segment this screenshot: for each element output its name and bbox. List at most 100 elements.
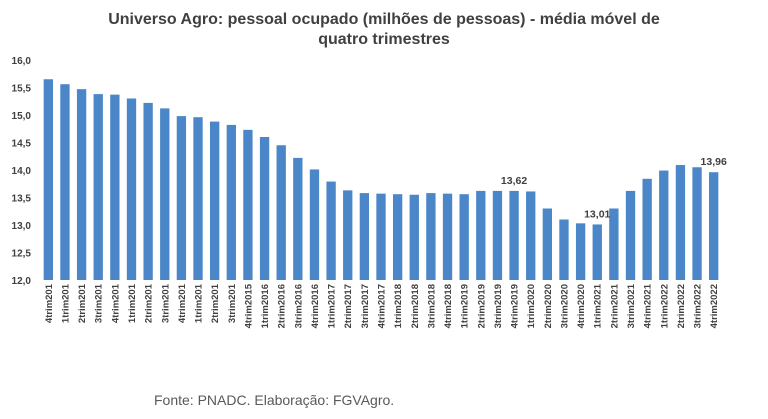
bar [675,165,686,280]
bar [243,129,253,280]
data-label: 13,01 [584,208,610,220]
bar [509,190,519,280]
x-tick-label: 4trim2018 [443,284,454,328]
data-label: 13,62 [501,175,527,187]
bar [492,190,503,280]
bar [592,224,602,280]
bar [143,102,153,281]
x-tick-label: 1trim2022 [659,284,670,328]
bar [93,94,103,280]
data-labels-group: 13,62 13,01 13,96 [501,156,727,220]
bar [526,191,536,280]
x-tick-label: 2trim2019 [476,284,487,328]
bar [293,157,303,280]
x-tick-label: 3trim2022 [693,284,704,328]
bar [210,121,220,280]
y-tick-label: 12,5 [12,249,32,260]
bar [176,116,187,280]
bar [160,108,170,281]
bar [43,79,53,280]
x-tick-label: 3trim2018 [426,284,437,328]
x-tick-label: 1trim2021 [593,283,604,328]
x-tick-label: 2trim2017 [343,284,354,328]
x-tick-label: 2trim201 [144,283,155,323]
bar-chart: 12,0 12,5 13,0 13,5 14,0 14,5 15,0 15,5 16,0 4tr… [12,56,727,328]
x-tick-label: 4trim2022 [709,284,720,328]
bars-group [43,79,719,281]
y-tick-label: 13,5 [12,194,32,205]
bar [226,124,236,281]
x-tick-label: 4trim201 [177,283,188,323]
x-tick-label: 2trim2018 [410,284,421,328]
x-tick-label: 1trim2019 [460,284,471,328]
x-tick-label: 1trim201 [194,283,205,323]
x-tick-label: 3trim2017 [360,284,371,328]
x-tick-label: 4trim2017 [377,284,388,328]
x-tick-label: 3trim2019 [493,284,504,328]
bar [692,167,702,280]
x-tick-label: 4trim2020 [576,284,587,328]
bar [659,170,669,280]
bar [359,193,370,280]
bar [126,98,137,280]
x-tick-label: 4trim2015 [243,283,254,328]
x-tick-label: 3trim201 [94,283,105,323]
bar [60,84,70,280]
x-tick-label: 4trim201 [44,283,55,323]
bar [376,193,386,280]
y-tick-label: 14,0 [12,166,32,177]
x-tick-label: 3trim2016 [293,284,304,328]
x-tick-label: 2trim2020 [543,284,554,328]
bar [609,208,619,280]
bar [476,190,486,280]
x-tick-label: 3trim201 [160,283,171,323]
chart-title-line-2: quatro trimestres [318,31,450,48]
data-label: 13,96 [701,156,727,168]
x-tick-label: 4trim2021 [643,283,654,328]
x-tick-label: 1trim2020 [526,284,537,328]
x-tick-label: 2trim2021 [609,283,620,328]
y-tick-label: 15,0 [12,111,32,122]
y-tick-label: 12,0 [12,276,32,287]
source-note: Fonte: PNADC. Elaboração: FGVAgro. [154,392,395,408]
x-tick-label: 2trim2016 [277,284,288,328]
bar [559,219,569,280]
bar [326,181,336,280]
x-tick-label: 2trim201 [77,283,88,323]
x-tick-label: 3trim201 [227,283,238,323]
bar [276,145,286,280]
bar [193,117,203,280]
bar [642,178,652,280]
y-tick-label: 15,5 [12,84,32,95]
x-tick-label: 1trim201 [127,283,138,323]
bar [343,190,353,280]
y-axis: 12,0 12,5 13,0 13,5 14,0 14,5 15,0 15,5 16,0 [12,56,32,287]
bar [442,193,453,280]
bar [426,193,436,280]
x-tick-label: 3trim2020 [559,284,570,328]
bar [309,169,320,280]
x-tick-label: 1trim201 [60,283,71,323]
x-tick-label: 4trim201 [110,283,121,323]
x-tick-label: 3trim2021 [626,283,637,328]
bar [392,194,403,280]
bar [625,190,636,280]
x-tick-label: 4trim2019 [510,284,521,328]
x-tick-label: 2trim201 [210,283,221,323]
y-tick-label: 13,0 [12,221,32,232]
x-tick-label: 1trim2017 [327,284,338,328]
y-tick-label: 16,0 [12,56,32,67]
x-tick-label: 1trim2016 [260,284,271,328]
bar [575,223,586,280]
bar [542,208,552,280]
x-tick-label: 2trim2022 [676,284,687,328]
x-tick-label: 1trim2018 [393,284,404,328]
chart-title: Universo Agro: pessoal ocupado (milhões … [0,10,768,50]
bar [259,137,270,280]
x-axis-labels: 4trim201 1trim201 2trim201 3trim201 4trim201… [44,283,720,328]
bar [110,94,120,281]
y-tick-label: 14,5 [12,139,32,150]
bar [409,194,419,280]
bar [709,172,719,280]
x-tick-label: 4trim2016 [310,284,321,328]
